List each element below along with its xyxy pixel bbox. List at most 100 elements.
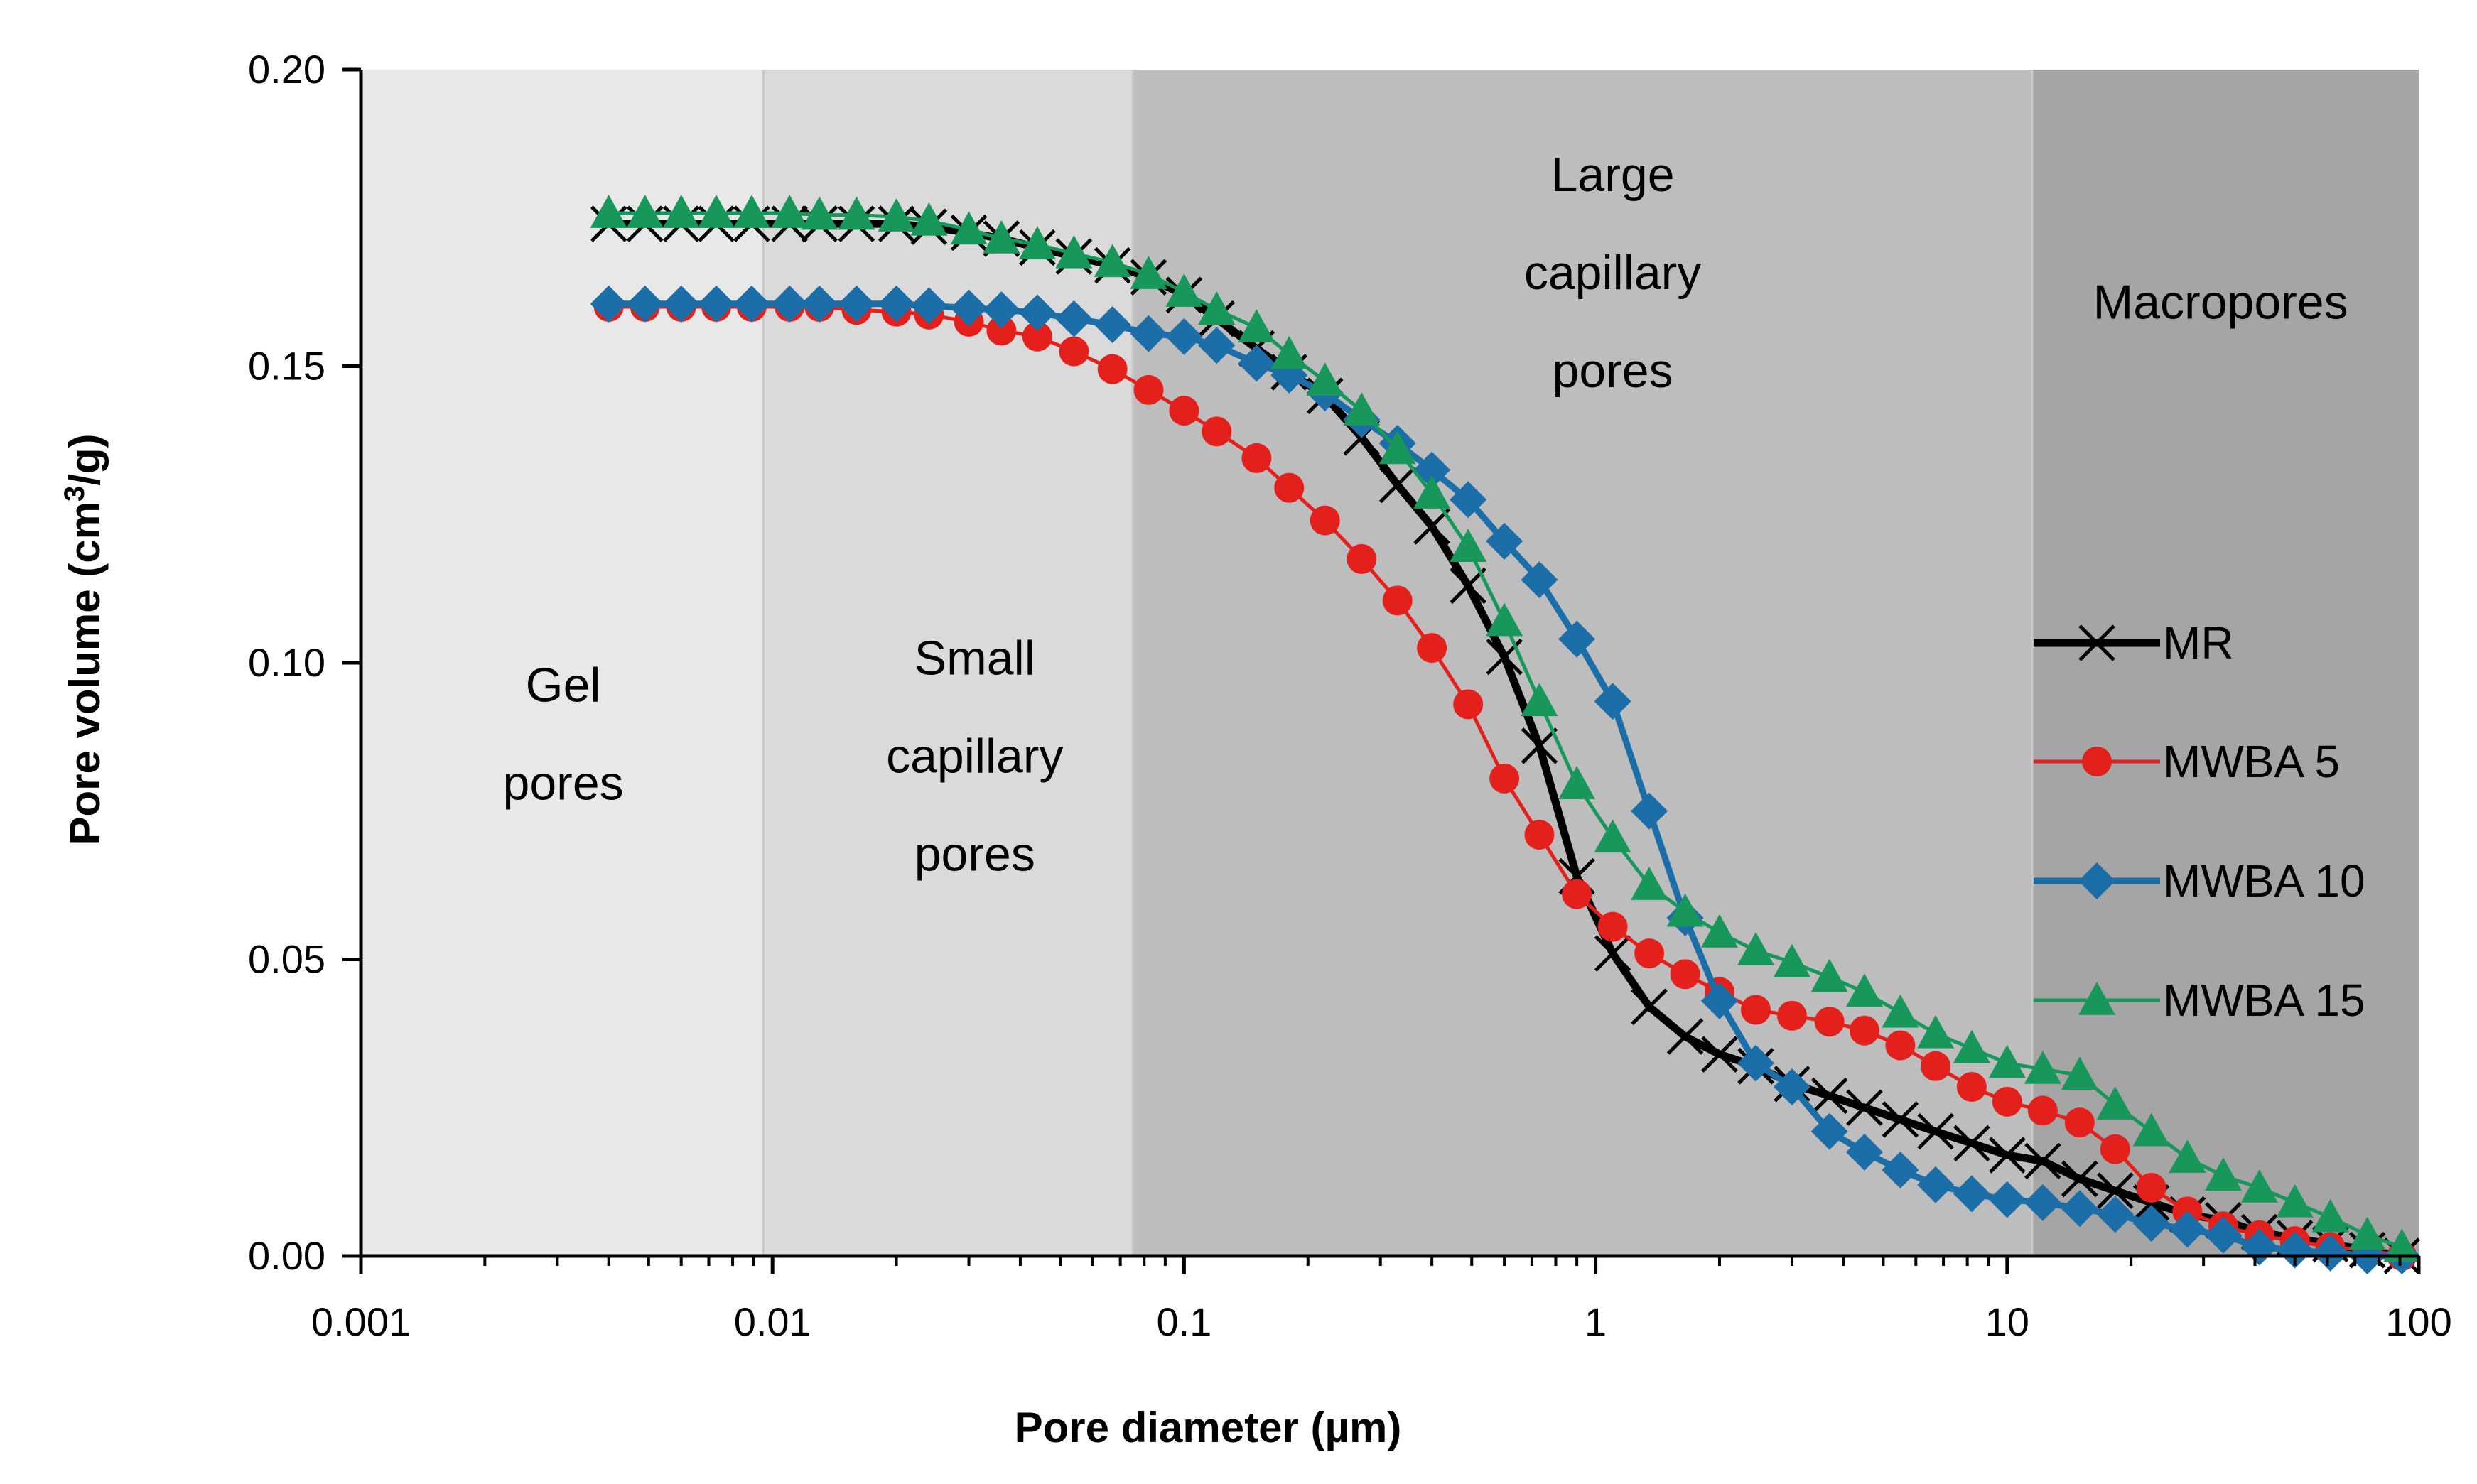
y-axis-title-main: Pore volume (cm <box>61 502 109 845</box>
point-mr-23-stroke-b <box>1413 508 1450 545</box>
region-label-0-0: Gel <box>526 658 601 712</box>
point-mwba-5-36 <box>1885 1030 1916 1061</box>
point-mwba-10-13 <box>1055 300 1093 337</box>
legend-label-mwba-5: MWBA 5 <box>2163 736 2340 787</box>
x-tick-label-2: 0.1 <box>1156 1299 1211 1344</box>
point-mwba-15-18 <box>1238 309 1275 343</box>
point-mr-42-stroke-b <box>2097 1172 2134 1209</box>
point-mwba-15-4 <box>733 195 770 228</box>
point-mwba-15-6 <box>801 196 838 230</box>
point-mwba-10-5 <box>771 285 809 323</box>
point-mwba-5-41 <box>2064 1107 2095 1138</box>
point-mwba-5-22 <box>1382 585 1413 616</box>
point-mwba-10-39 <box>1988 1181 2026 1218</box>
point-mr-40 <box>2024 1142 2061 1180</box>
point-mwba-15-46 <box>2240 1169 2278 1203</box>
point-mwba-5-34 <box>1814 1007 1845 1037</box>
point-mwba-10-45 <box>2204 1216 2242 1254</box>
point-mwba-15-14 <box>1094 244 1131 278</box>
point-mr-22-stroke-b <box>1378 466 1416 504</box>
axes: 0.00 0.05 0.10 0.15 0.20 0.001 0.01 0.1 1 10 100 <box>248 47 2452 1344</box>
point-mwba-5-33 <box>1776 1000 1807 1031</box>
point-mwba-5-13 <box>1059 336 1089 367</box>
point-mwba-15-50 <box>2383 1228 2421 1262</box>
point-mwba-15-38 <box>1953 1029 1990 1063</box>
point-mwba-15-10 <box>950 211 988 245</box>
point-mr-38-stroke-b <box>1953 1125 1990 1162</box>
point-mwba-10-43 <box>2132 1205 2170 1242</box>
point-mwba-5-25 <box>1489 763 1520 794</box>
point-mr-38 <box>1953 1125 1990 1162</box>
point-mwba-10-26 <box>1521 561 1558 599</box>
point-mwba-15-22 <box>1378 430 1416 465</box>
point-mwba-5-14 <box>1097 354 1128 384</box>
point-mwba-10-11 <box>983 291 1020 329</box>
point-mr-31 <box>1701 1036 1738 1073</box>
point-mr-35-stroke-b <box>1846 1089 1883 1127</box>
point-mwba-5-18 <box>1241 443 1272 473</box>
point-mwba-10-33 <box>1773 1068 1810 1106</box>
point-mwba-10-9 <box>910 287 948 325</box>
data-series <box>590 195 2421 1274</box>
point-mwba-10-40 <box>2024 1184 2061 1221</box>
point-mr-37 <box>1917 1112 1954 1150</box>
point-mr-30-stroke-b <box>1666 1018 1704 1055</box>
point-mwba-10-48 <box>2311 1234 2349 1272</box>
point-mwba-5-24 <box>1453 689 1484 720</box>
point-mwba-10-41 <box>2061 1190 2098 1228</box>
point-mwba-15-48 <box>2311 1198 2349 1233</box>
x-tick-label-1: 0.01 <box>734 1299 811 1344</box>
point-mwba-15-37 <box>1917 1014 1955 1049</box>
point-mr-23 <box>1413 508 1450 545</box>
point-mwba-15-17 <box>1198 291 1236 325</box>
point-mwba-10-7 <box>838 285 875 323</box>
point-mr-39 <box>1989 1137 2026 1174</box>
point-mwba-15-19 <box>1270 335 1308 369</box>
region-band-0 <box>361 70 764 1256</box>
region-label-2-1: capillary <box>1524 246 1701 300</box>
point-mwba-10-25 <box>1486 522 1523 560</box>
region-label-2-2: pores <box>1553 344 1673 398</box>
point-mwba-5-15 <box>1133 374 1164 405</box>
point-mr-40-stroke-b <box>2024 1142 2061 1180</box>
point-mr-28-stroke-b <box>1594 935 1631 972</box>
point-mwba-15-33 <box>1773 943 1810 977</box>
point-mr-41 <box>2061 1160 2098 1198</box>
point-mwba-5-17 <box>1202 416 1232 447</box>
point-mwba-15-3 <box>698 195 735 228</box>
point-mwba-10-44 <box>2169 1211 2206 1248</box>
point-mwba-10-15 <box>1130 315 1167 352</box>
x-tick-label-5: 100 <box>2385 1299 2451 1344</box>
point-mr-34 <box>1810 1077 1848 1115</box>
point-mwba-10-42 <box>2096 1196 2134 1233</box>
point-mr-41-stroke-b <box>2061 1160 2098 1198</box>
region-labels: Gel pores Small capillary pores Large capillar… <box>503 148 2348 882</box>
point-mwba-10-37 <box>1917 1166 1955 1203</box>
point-mwba-15-2 <box>662 195 700 228</box>
point-mr-31-stroke-b <box>1701 1036 1738 1073</box>
point-mwba-15-21 <box>1343 392 1381 426</box>
legend-item-mwba-10: MWBA 10 <box>2034 855 2365 906</box>
y-axis-title-sup: 3 <box>59 486 90 502</box>
series-mwba-10 <box>590 285 2421 1274</box>
point-mwba-15-12 <box>1018 226 1056 260</box>
point-mwba-15-20 <box>1306 362 1344 396</box>
y-tick-label-3: 0.15 <box>248 344 325 389</box>
point-mwba-5-30 <box>1670 959 1700 990</box>
point-mwba-15-39 <box>1988 1044 2026 1078</box>
point-mwba-10-35 <box>1845 1133 1883 1171</box>
point-mr-36 <box>1882 1101 1919 1138</box>
point-mwba-10-34 <box>1810 1112 1848 1150</box>
point-mwba-15-31 <box>1700 914 1738 948</box>
legend-label-mr: MR <box>2163 617 2234 668</box>
point-mwba-5-16 <box>1169 396 1199 426</box>
point-mwba-5-28 <box>1597 911 1628 942</box>
point-mr-29 <box>1631 988 1668 1026</box>
point-mwba-5-35 <box>1849 1015 1879 1046</box>
legend-label-mwba-15: MWBA 15 <box>2163 975 2365 1026</box>
region-label-1-0: Small <box>914 632 1035 686</box>
legend-item-mwba-15: MWBA 15 <box>2034 975 2365 1026</box>
point-mwba-15-32 <box>1737 931 1775 965</box>
point-mwba-15-42 <box>2096 1086 2134 1120</box>
point-mwba-10-6 <box>801 285 838 323</box>
